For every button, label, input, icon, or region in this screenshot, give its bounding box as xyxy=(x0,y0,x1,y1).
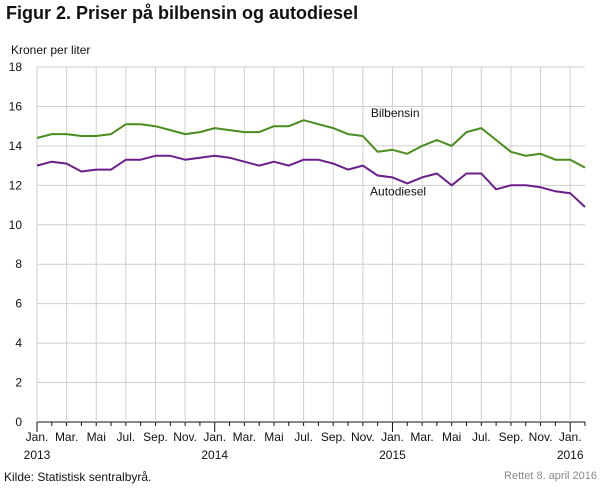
y-tick-label: 4 xyxy=(15,336,22,350)
year-labels: 2013 2014 2015 2016 xyxy=(24,448,584,462)
x-tick-label: Sep. xyxy=(143,430,168,444)
x-tick-label: Mar. xyxy=(55,430,78,444)
series-label-autodiesel: Autodiesel xyxy=(370,185,426,199)
x-tick-label: Jul. xyxy=(117,430,136,444)
y-tick-label: 12 xyxy=(9,178,23,192)
y-tick-label: 10 xyxy=(9,218,23,232)
x-tick-label: Sep. xyxy=(499,430,524,444)
x-tick-labels: Jan. Mar. Mai Jul. Sep. Nov. Jan. Mar. Mai Jul. Se… xyxy=(26,430,582,444)
x-tick-label: Nov. xyxy=(351,430,375,444)
year-label: 2015 xyxy=(379,448,406,462)
series-label-bilbensin: Bilbensin xyxy=(371,106,420,120)
series-labels: Bilbensin Autodiesel xyxy=(370,106,426,199)
revised-note: Rettet 8. april 2016 xyxy=(504,470,597,482)
x-tick-label: Jan. xyxy=(26,430,49,444)
x-tick-label: Jul. xyxy=(472,430,491,444)
y-tick-label: 0 xyxy=(15,415,22,429)
y-tick-label: 8 xyxy=(15,257,22,271)
y-tick-label: 16 xyxy=(9,99,23,113)
series-line-autodiesel xyxy=(36,154,586,208)
x-tick-label: Sep. xyxy=(321,430,346,444)
y-axis-label: Kroner per liter xyxy=(11,43,90,57)
x-tick-label: Jan. xyxy=(203,430,226,444)
x-tick-label: Nov. xyxy=(173,430,197,444)
year-label: 2014 xyxy=(201,448,228,462)
x-tick-label: Nov. xyxy=(529,430,553,444)
chart-title: Figur 2. Priser på bilbensin og autodies… xyxy=(6,3,359,23)
x-tick-label: Jul. xyxy=(294,430,313,444)
x-tick-label: Mar. xyxy=(233,430,256,444)
x-tick-label: Mai xyxy=(442,430,461,444)
y-tick-label: 14 xyxy=(9,139,23,153)
series-line-bilbensin xyxy=(36,119,586,169)
x-tick-label: Mai xyxy=(264,430,283,444)
y-tick-label: 18 xyxy=(9,60,23,74)
year-label: 2013 xyxy=(24,448,51,462)
grid-lines xyxy=(36,66,586,432)
y-tick-labels: 0 2 4 6 8 10 12 14 16 18 xyxy=(9,60,23,429)
y-tick-label: 2 xyxy=(15,376,22,390)
x-tick-label: Mai xyxy=(87,430,106,444)
source-note: Kilde: Statistisk sentralbyrå. xyxy=(4,470,152,484)
y-tick-label: 6 xyxy=(15,297,22,311)
series-lines xyxy=(36,119,586,208)
x-tick-label: Jan. xyxy=(559,430,582,444)
x-tick-label: Mar. xyxy=(410,430,433,444)
x-tick-label: Jan. xyxy=(381,430,404,444)
year-label: 2016 xyxy=(557,448,584,462)
